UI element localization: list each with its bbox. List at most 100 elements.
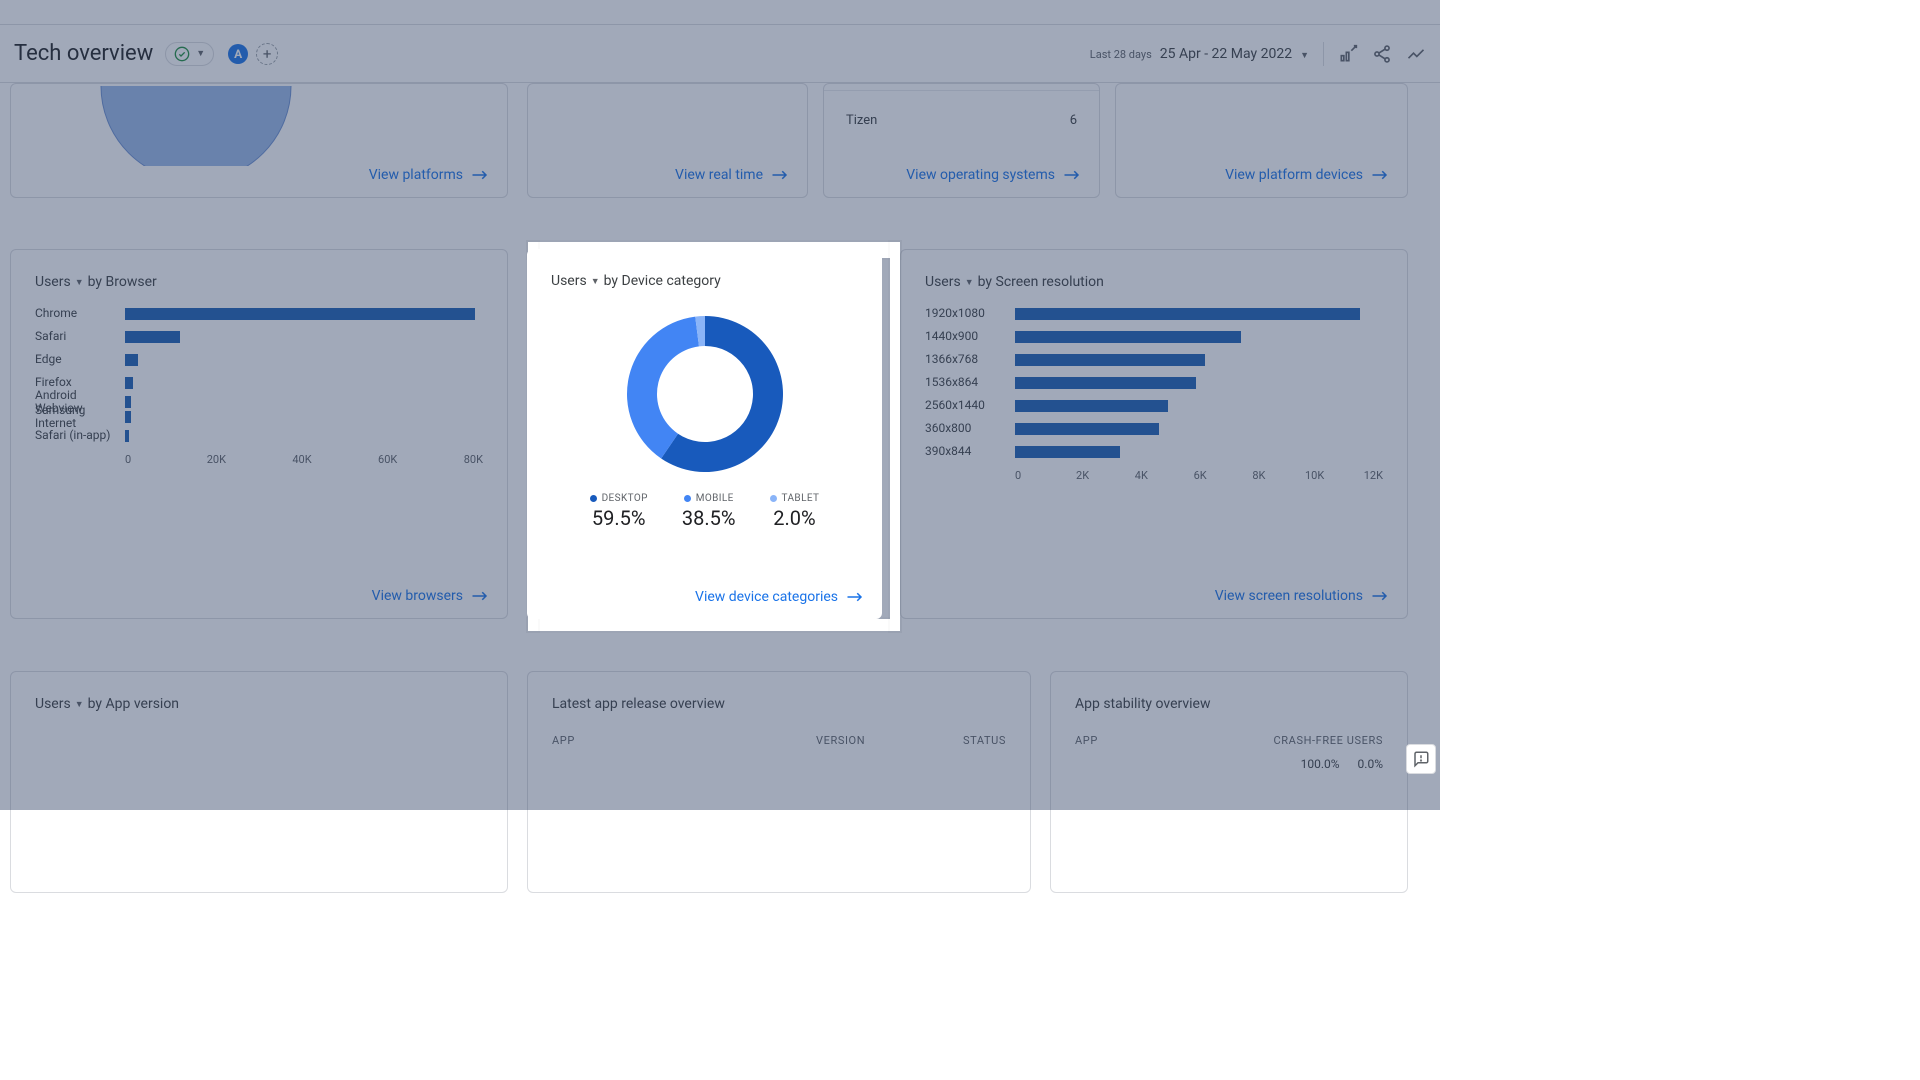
browser-bar-chart: ChromeSafariEdgeFirefoxAndroid WebviewSa… bbox=[11, 298, 507, 466]
topbar-right: Last 28 days 25 Apr - 22 May 2022 ▼ bbox=[1090, 42, 1426, 66]
bar-fill bbox=[1015, 377, 1196, 389]
device-legend: DESKTOP59.5% MOBILE38.5% TABLET2.0% bbox=[527, 493, 882, 530]
card-app-stability: App stability overview APP CRASH-FREE US… bbox=[1050, 671, 1408, 893]
bar-fill bbox=[125, 308, 475, 320]
chevron-down-icon: ▼ bbox=[1300, 50, 1309, 61]
card-title: Users▼ by Device category bbox=[527, 249, 882, 297]
bar-fill bbox=[125, 396, 131, 408]
bar-fill bbox=[1015, 446, 1120, 458]
bar-label: 1920x1080 bbox=[925, 307, 1015, 320]
card-users-by-browser: Users▼ by Browser Chrome Safari Edge Firefo… bbox=[10, 249, 508, 619]
metric-dropdown[interactable]: Users▼ bbox=[35, 274, 84, 290]
bar-label: 1536x864 bbox=[925, 376, 1015, 389]
divider bbox=[1323, 42, 1324, 66]
card-latest-app-release: Latest app release overview APP VERSION … bbox=[527, 671, 1031, 893]
card-title: Latest app release overview bbox=[528, 672, 1030, 720]
bar-fill bbox=[1015, 423, 1159, 435]
bar-label: 390x844 bbox=[925, 445, 1015, 458]
bar-row: Safari bbox=[35, 325, 483, 348]
bar-label: 360x800 bbox=[925, 422, 1015, 435]
bar-row: 1536x864 bbox=[925, 371, 1383, 394]
arrow-right-icon bbox=[471, 168, 489, 182]
bar-row: Safari (in-app) bbox=[35, 424, 483, 447]
card-title: Users▼ by Browser bbox=[11, 250, 507, 298]
screen-bar-chart: 1920x1080 1440x900 1366x768 1536x864 2560x14… bbox=[901, 298, 1407, 482]
bar-row: Samsung Internet bbox=[35, 409, 483, 424]
view-realtime-link[interactable]: View real time bbox=[675, 167, 789, 183]
bar-label: 2560x1440 bbox=[925, 399, 1015, 412]
bar-label: Samsung Internet bbox=[35, 404, 125, 429]
bar-fill bbox=[1015, 400, 1168, 412]
view-screen-resolutions-link[interactable]: View screen resolutions bbox=[1215, 588, 1389, 604]
bar-fill bbox=[125, 377, 133, 389]
date-range-value: 25 Apr - 22 May 2022 bbox=[1160, 46, 1292, 62]
card-platform-devices: View platform devices bbox=[1115, 83, 1408, 198]
feedback-button[interactable] bbox=[1406, 744, 1436, 774]
bar-fill bbox=[125, 354, 138, 366]
content-area: View platforms View real time Tizen 6 Vi… bbox=[0, 83, 1440, 810]
table-row: 100.0% 0.0% bbox=[1051, 755, 1407, 773]
bar-row: Chrome bbox=[35, 302, 483, 325]
bar-row: Edge bbox=[35, 348, 483, 371]
x-axis: 02K4K6K8K10K12K bbox=[1015, 469, 1383, 482]
arrow-right-icon bbox=[1063, 168, 1081, 182]
card-operating-systems: Tizen 6 View operating systems bbox=[823, 83, 1100, 198]
card-title: Users▼ by App version bbox=[11, 672, 507, 720]
view-platforms-link[interactable]: View platforms bbox=[369, 167, 489, 183]
view-os-link[interactable]: View operating systems bbox=[906, 167, 1081, 183]
insights-icon[interactable] bbox=[1406, 44, 1426, 64]
card-users-by-screen-resolution: Users▼ by Screen resolution 1920x1080 144… bbox=[900, 249, 1408, 619]
bar-row: 1366x768 bbox=[925, 348, 1383, 371]
bar-label: Safari (in-app) bbox=[35, 429, 125, 442]
date-range-picker[interactable]: Last 28 days 25 Apr - 22 May 2022 ▼ bbox=[1090, 46, 1309, 62]
bar-fill bbox=[125, 430, 129, 442]
bar-fill bbox=[125, 331, 180, 343]
feedback-icon bbox=[1412, 750, 1430, 768]
arrow-right-icon bbox=[846, 590, 864, 604]
card-users-by-device-category: Users▼ by Device category DESKTOP59.5% MO… bbox=[527, 249, 882, 619]
bar-label: Chrome bbox=[35, 307, 125, 320]
bar-fill bbox=[1015, 354, 1205, 366]
view-browsers-link[interactable]: View browsers bbox=[372, 588, 489, 604]
bar-label: Firefox bbox=[35, 376, 125, 389]
card-users-by-app-version: Users▼ by App version bbox=[10, 671, 508, 893]
card-platforms: View platforms bbox=[10, 83, 508, 198]
legend-item: DESKTOP59.5% bbox=[590, 493, 648, 530]
card-title: Users▼ by Screen resolution bbox=[901, 250, 1407, 298]
view-device-categories-link[interactable]: View device categories bbox=[695, 589, 864, 605]
card-realtime: View real time bbox=[527, 83, 808, 198]
share-icon[interactable] bbox=[1372, 44, 1392, 64]
metric-dropdown[interactable]: Users▼ bbox=[551, 273, 600, 289]
date-range-prefix: Last 28 days bbox=[1090, 48, 1152, 61]
bar-row: 1920x1080 bbox=[925, 302, 1383, 325]
card-title: App stability overview bbox=[1051, 672, 1407, 720]
metric-dropdown[interactable]: Users▼ bbox=[35, 696, 84, 712]
bar-row: 390x844 bbox=[925, 440, 1383, 463]
bar-label: 1440x900 bbox=[925, 330, 1015, 343]
view-platform-devices-link[interactable]: View platform devices bbox=[1225, 167, 1389, 183]
x-axis: 020K40K60K80K bbox=[125, 453, 483, 466]
donut-segment-mobile bbox=[627, 317, 699, 459]
table-header: APP VERSION STATUS bbox=[528, 720, 1030, 755]
bar-fill bbox=[1015, 331, 1241, 343]
arrow-right-icon bbox=[1371, 589, 1389, 603]
arrow-right-icon bbox=[1371, 168, 1389, 182]
os-row: Tizen 6 bbox=[824, 113, 1099, 128]
legend-item: MOBILE38.5% bbox=[682, 493, 736, 530]
legend-item: TABLET2.0% bbox=[770, 493, 820, 530]
bar-fill bbox=[1015, 308, 1360, 320]
bar-row: 2560x1440 bbox=[925, 394, 1383, 417]
bar-label: Safari bbox=[35, 330, 125, 343]
platforms-donut bbox=[81, 6, 311, 166]
device-donut-chart bbox=[527, 309, 882, 479]
bar-row: 360x800 bbox=[925, 417, 1383, 440]
edit-chart-icon[interactable] bbox=[1338, 44, 1358, 64]
arrow-right-icon bbox=[771, 168, 789, 182]
metric-dropdown[interactable]: Users▼ bbox=[925, 274, 974, 290]
bar-row: 1440x900 bbox=[925, 325, 1383, 348]
bar-label: Edge bbox=[35, 353, 125, 366]
bar-fill bbox=[125, 411, 131, 423]
arrow-right-icon bbox=[471, 589, 489, 603]
table-header: APP CRASH-FREE USERS bbox=[1051, 720, 1407, 755]
bar-label: 1366x768 bbox=[925, 353, 1015, 366]
